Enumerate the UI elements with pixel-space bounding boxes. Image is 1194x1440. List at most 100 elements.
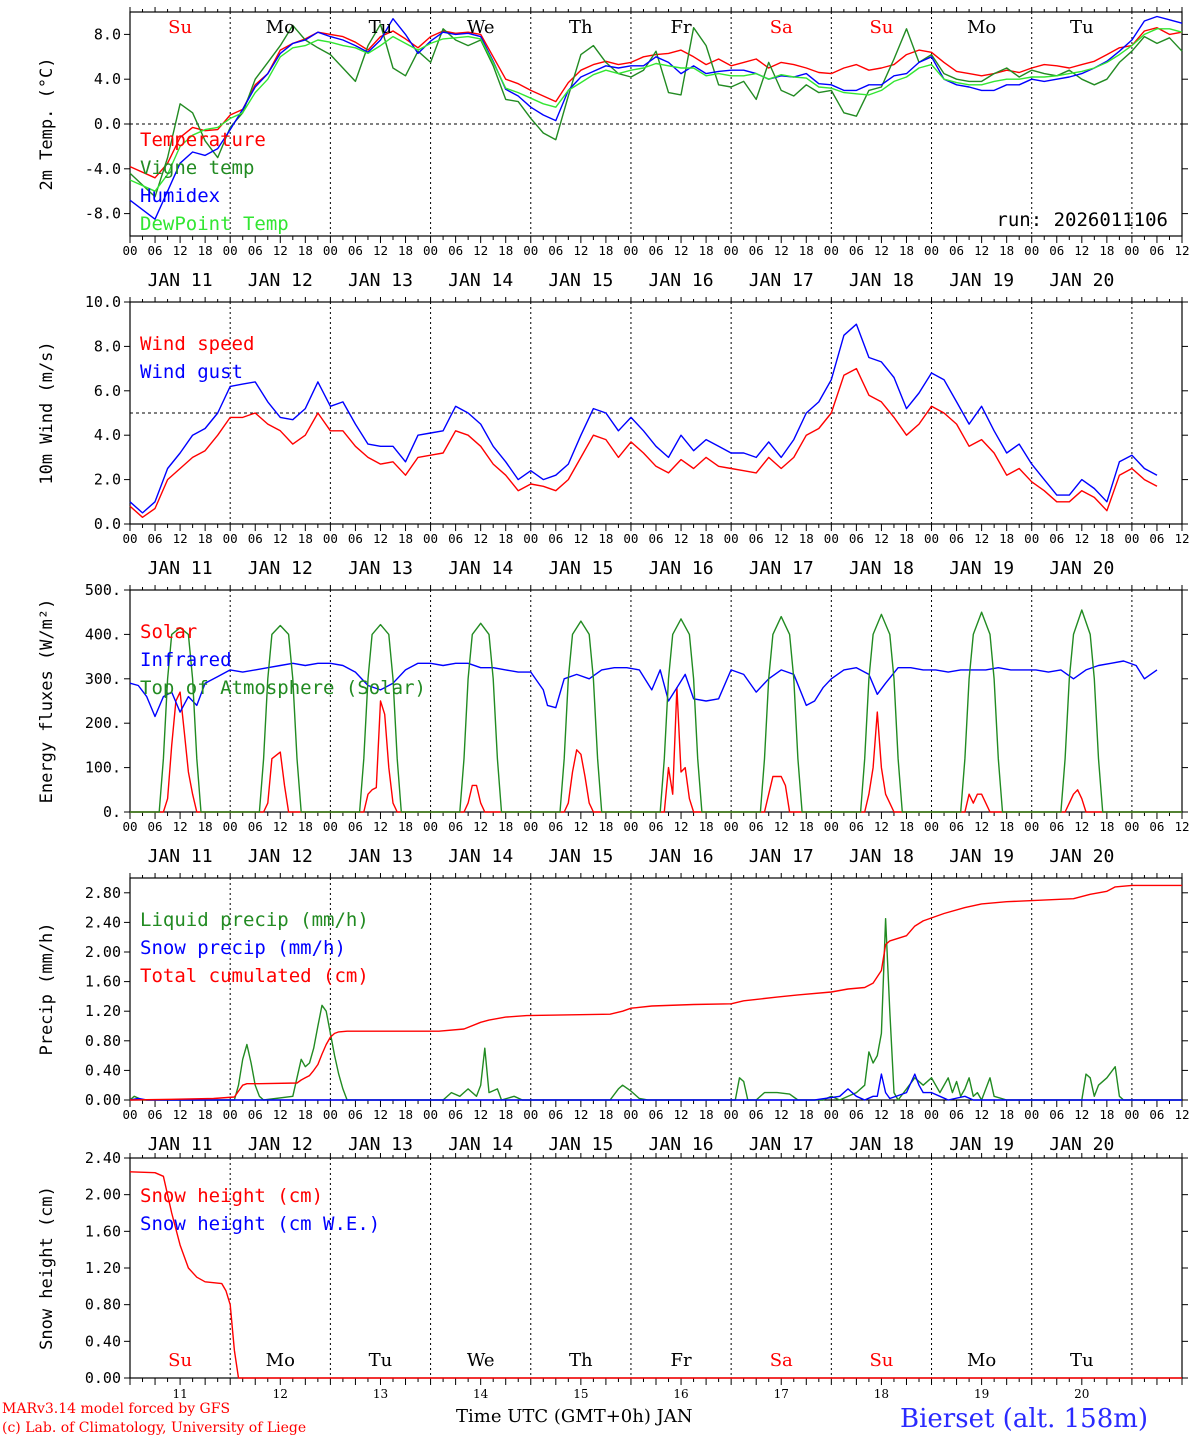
day-label: JAN 12 bbox=[248, 558, 313, 579]
hour-tick-label: 18 bbox=[598, 819, 613, 834]
hour-tick-label: 18 bbox=[498, 1107, 513, 1122]
hour-tick-label: 06 bbox=[148, 243, 163, 258]
hour-tick-label: 06 bbox=[1049, 1107, 1064, 1122]
series-line bbox=[129, 918, 1182, 1101]
hour-tick-label: 12 bbox=[774, 243, 789, 258]
hour-tick-label: 06 bbox=[248, 819, 263, 834]
series-line bbox=[129, 1073, 1182, 1101]
y-tick-label: 0.00 bbox=[85, 1091, 121, 1109]
hour-tick-label: 00 bbox=[824, 1107, 839, 1122]
hour-tick-label: 00 bbox=[623, 1107, 638, 1122]
day-label: JAN 14 bbox=[448, 846, 513, 867]
weekday-label: Fr bbox=[671, 1350, 692, 1371]
day-label: JAN 15 bbox=[548, 1134, 613, 1155]
hour-tick-label: 18 bbox=[1099, 1107, 1114, 1122]
hour-tick-label: 06 bbox=[749, 531, 764, 546]
day-label: JAN 20 bbox=[1049, 558, 1114, 579]
hour-tick-label: 00 bbox=[1124, 243, 1139, 258]
hour-tick-label: 12 bbox=[1174, 531, 1189, 546]
hour-tick-label: 18 bbox=[1099, 243, 1114, 258]
hour-tick-label: 18 bbox=[598, 243, 613, 258]
y-tick-label: 8.0 bbox=[94, 337, 121, 355]
hour-tick-label: 00 bbox=[223, 243, 238, 258]
legend-entry: Infrared bbox=[140, 649, 232, 671]
day-label: JAN 11 bbox=[148, 1134, 213, 1155]
weekday-label: Tu bbox=[369, 1350, 393, 1371]
hour-tick-label: 06 bbox=[849, 531, 864, 546]
hour-tick-label: 00 bbox=[724, 819, 739, 834]
hour-tick-label: 18 bbox=[598, 1107, 613, 1122]
hour-tick-label: 18 bbox=[198, 1107, 213, 1122]
y-tick-label: 2.00 bbox=[85, 943, 121, 961]
hour-tick-label: 06 bbox=[448, 243, 463, 258]
hour-tick-label: 06 bbox=[949, 1107, 964, 1122]
legend-entry: Humidex bbox=[140, 185, 220, 207]
hour-tick-label: 18 bbox=[899, 243, 914, 258]
day-number: 12 bbox=[273, 1387, 288, 1401]
y-tick-label: 0.40 bbox=[85, 1332, 121, 1350]
hour-tick-label: 06 bbox=[648, 531, 663, 546]
day-label: JAN 11 bbox=[148, 558, 213, 579]
day-label: JAN 19 bbox=[949, 270, 1014, 291]
y-axis-label: 2m Temp. (°C) bbox=[37, 57, 57, 190]
day-label: JAN 18 bbox=[849, 270, 914, 291]
hour-tick-label: 18 bbox=[999, 243, 1014, 258]
hour-tick-label: 18 bbox=[398, 243, 413, 258]
weekday-label: Tu bbox=[369, 17, 393, 38]
hour-tick-label: 00 bbox=[523, 1107, 538, 1122]
hour-tick-label: 06 bbox=[648, 243, 663, 258]
hour-tick-label: 00 bbox=[223, 1107, 238, 1122]
hour-tick-label: 06 bbox=[248, 243, 263, 258]
day-number: 13 bbox=[373, 1387, 388, 1401]
y-tick-label: 8.0 bbox=[94, 25, 121, 43]
hour-tick-label: 00 bbox=[924, 1107, 939, 1122]
weekday-label: Su bbox=[869, 17, 893, 38]
hour-tick-label: 06 bbox=[849, 1107, 864, 1122]
day-number: 19 bbox=[974, 1387, 989, 1401]
day-label: JAN 14 bbox=[448, 1134, 513, 1155]
hour-tick-label: 12 bbox=[1074, 531, 1089, 546]
hour-tick-label: 12 bbox=[173, 243, 188, 258]
day-number: 11 bbox=[172, 1387, 187, 1401]
hour-tick-label: 18 bbox=[699, 819, 714, 834]
hour-tick-label: 06 bbox=[148, 1107, 163, 1122]
weekday-label: Su bbox=[869, 1350, 893, 1371]
panel-3: 0. 100. 200. 300. 400. 500. Energy fluxes (W/m… bbox=[37, 581, 1190, 867]
hour-tick-label: 18 bbox=[298, 531, 313, 546]
hour-tick-label: 06 bbox=[548, 531, 563, 546]
hour-tick-label: 06 bbox=[1149, 1107, 1164, 1122]
legend-entry: Snow height (cm) bbox=[140, 1185, 323, 1207]
hour-tick-label: 12 bbox=[974, 243, 989, 258]
hour-tick-label: 00 bbox=[623, 531, 638, 546]
weekday-label: Mo bbox=[266, 17, 295, 38]
weekday-label: Fr bbox=[671, 17, 692, 38]
y-tick-label: 0.40 bbox=[85, 1061, 121, 1079]
y-tick-label: 0.80 bbox=[85, 1296, 121, 1314]
hour-tick-label: 06 bbox=[1049, 531, 1064, 546]
day-label: JAN 20 bbox=[1049, 270, 1114, 291]
station-label: Bierset (alt. 158m) bbox=[900, 1404, 1149, 1434]
legend-entry: Temperature bbox=[140, 129, 266, 151]
hour-tick-label: 06 bbox=[1149, 819, 1164, 834]
time-axis-label: Time UTC (GMT+0h) JAN bbox=[456, 1406, 693, 1427]
hour-tick-label: 00 bbox=[1124, 1107, 1139, 1122]
hour-tick-label: 18 bbox=[699, 1107, 714, 1122]
panel-2: 0.0 2.0 4.0 6.0 8.0 10.0 10m Wind (m/s) 00 06 12 1… bbox=[37, 293, 1190, 579]
hour-tick-label: 06 bbox=[348, 1107, 363, 1122]
series-line bbox=[129, 15, 1183, 220]
hour-tick-label: 12 bbox=[573, 531, 588, 546]
hour-tick-label: 12 bbox=[674, 243, 689, 258]
day-label: JAN 16 bbox=[649, 846, 714, 867]
hour-tick-label: 00 bbox=[122, 243, 137, 258]
hour-tick-label: 00 bbox=[724, 531, 739, 546]
hour-tick-label: 00 bbox=[924, 531, 939, 546]
day-label: JAN 12 bbox=[248, 1134, 313, 1155]
hour-tick-label: 18 bbox=[598, 531, 613, 546]
day-label: JAN 11 bbox=[148, 846, 213, 867]
day-label: JAN 18 bbox=[849, 846, 914, 867]
series-line bbox=[129, 1171, 1182, 1379]
y-tick-label: -8.0 bbox=[85, 205, 121, 223]
y-tick-label: 2.40 bbox=[85, 913, 121, 931]
hour-tick-label: 12 bbox=[1174, 819, 1189, 834]
